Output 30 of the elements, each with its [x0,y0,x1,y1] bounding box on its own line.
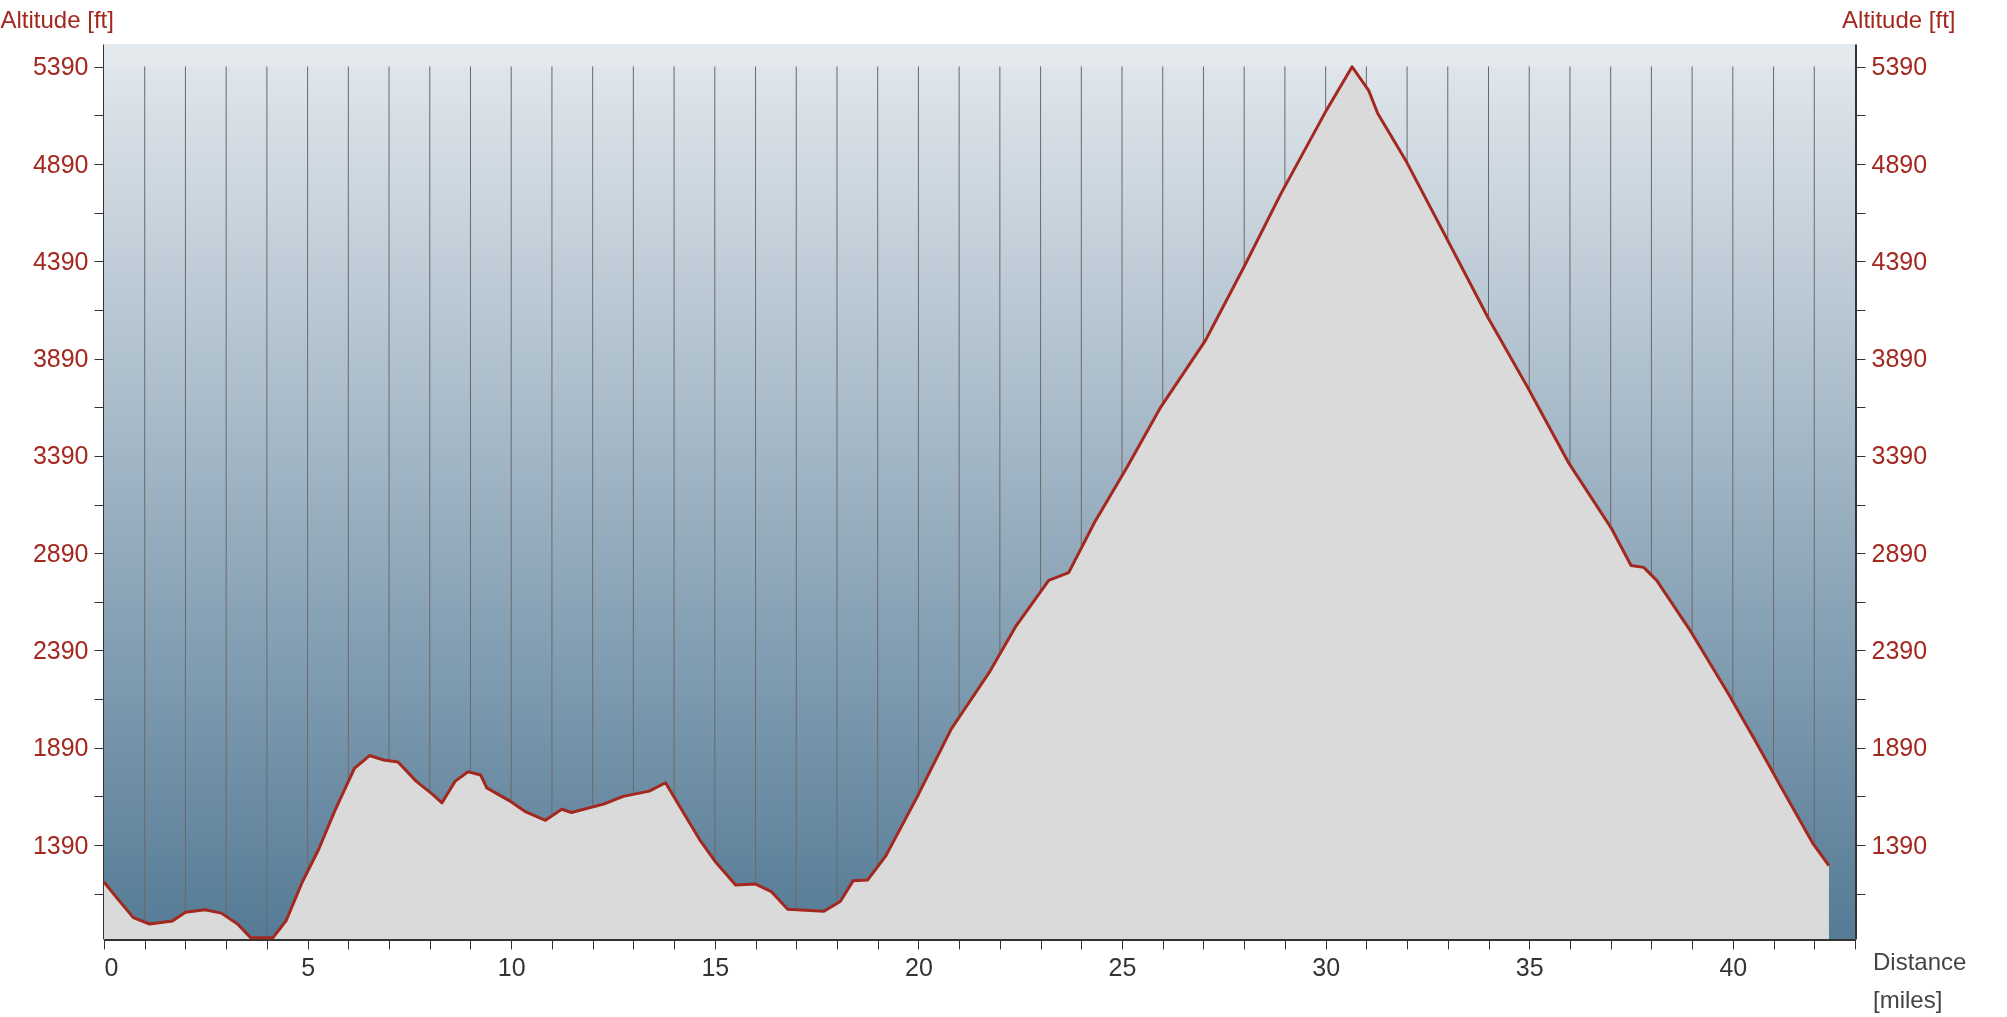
x-axis-title: Distance [miles] [1873,948,1967,1013]
y2-tick-label: 3890 [1871,344,1928,373]
y2-tick-label: 5390 [1871,52,1928,81]
y-tick-label: 5390 [32,52,89,81]
x-tick-label: 30 [1312,952,1341,981]
y2-tick-label: 4390 [1871,246,1928,275]
y-tick-label: 2890 [32,538,89,567]
y2-axis-title: Altitude [ft] [1842,5,1956,33]
y2-tick-label: 1390 [1871,830,1928,859]
x-tick-label: 25 [1108,952,1137,981]
x-tick-label: 15 [701,952,730,981]
x-tick-label: 40 [1719,952,1748,981]
y2-tick-label: 3390 [1871,441,1928,470]
y-tick-label: 4890 [32,149,89,178]
y-axis-title: Altitude [ft] [0,5,114,33]
y-tick-label: 3890 [32,344,89,373]
y-tick-label: 1890 [32,733,89,762]
x-tick-label: 10 [497,952,526,981]
y2-tick-label: 2890 [1871,538,1928,567]
y-tick-label: 3390 [32,441,89,470]
x-tick-label: 35 [1515,952,1544,981]
y2-tick-label: 2390 [1871,635,1928,664]
y2-tick-label: 4890 [1871,149,1928,178]
x-tick-label: 0 [104,952,119,981]
y2-tick-label: 1890 [1871,733,1928,762]
y-tick-label: 4390 [32,246,89,275]
x-tick-label: 20 [905,952,933,981]
x-tick-label: 5 [301,952,316,981]
y-tick-label: 1390 [32,830,89,859]
y-tick-label: 2390 [32,635,89,664]
